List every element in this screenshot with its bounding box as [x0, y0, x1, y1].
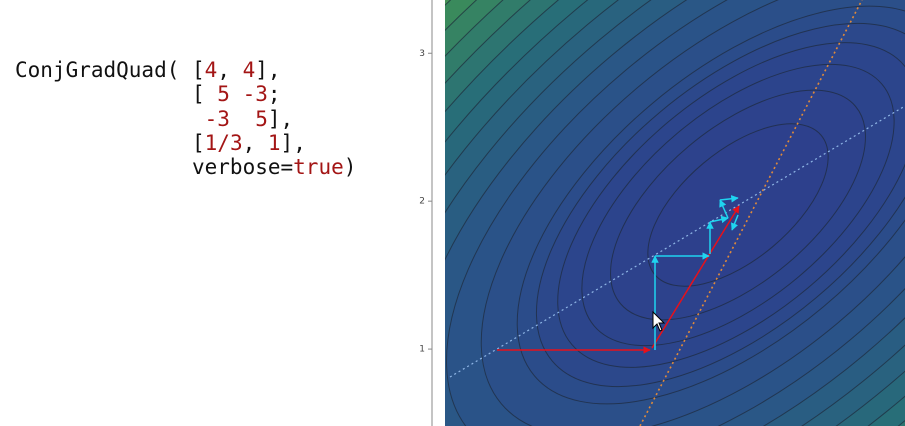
code-line: [1/3, 1],	[15, 131, 356, 155]
y-tick-label: 3	[419, 49, 425, 59]
mouse-cursor	[652, 310, 666, 332]
code-token: -3	[204, 106, 230, 131]
code-token: ,	[242, 130, 268, 155]
code-token: ],	[280, 130, 306, 155]
code-token: [	[192, 58, 205, 82]
code-line: verbose=true)	[15, 155, 356, 179]
code-token: true	[293, 155, 344, 180]
code-token: 4	[242, 58, 256, 82]
code-token: 5	[217, 82, 230, 107]
code-token: ],	[267, 106, 294, 131]
code-token: -3	[242, 82, 268, 107]
y-tick-label: 1	[419, 345, 425, 355]
code-token: ConjGradQuad(	[15, 58, 193, 82]
code-token: )	[343, 155, 357, 180]
code-line: ConjGradQuad( [4, 4],	[15, 58, 356, 82]
code-token: verbose=	[192, 155, 294, 180]
gd-step	[719, 199, 729, 219]
code-line: -3 5],	[15, 107, 356, 131]
code-token: 1	[267, 130, 281, 155]
cg-step	[651, 205, 740, 349]
code-token: [	[192, 130, 205, 155]
code-token: 5	[255, 106, 268, 131]
code-line: [ 5 -3;	[15, 82, 356, 106]
gd-step	[719, 195, 739, 203]
y-tick-label: 2	[419, 197, 425, 207]
code-token: [	[192, 82, 218, 107]
code-token: 4	[204, 58, 218, 82]
gd-step	[731, 214, 739, 231]
code-token: ],	[255, 58, 281, 82]
paths	[449, 0, 905, 426]
eigen-line	[639, 0, 863, 426]
code-block: ConjGradQuad( [4, 4],[ 5 -3; -3 5], [1/3, …	[15, 58, 356, 179]
gd-step	[709, 215, 729, 224]
y-ticks: 1 2 3	[419, 49, 432, 355]
eigen-line	[449, 105, 905, 378]
code-token: 1/3	[204, 130, 243, 155]
code-token: ;	[267, 82, 281, 107]
code-token: ,	[217, 58, 243, 82]
